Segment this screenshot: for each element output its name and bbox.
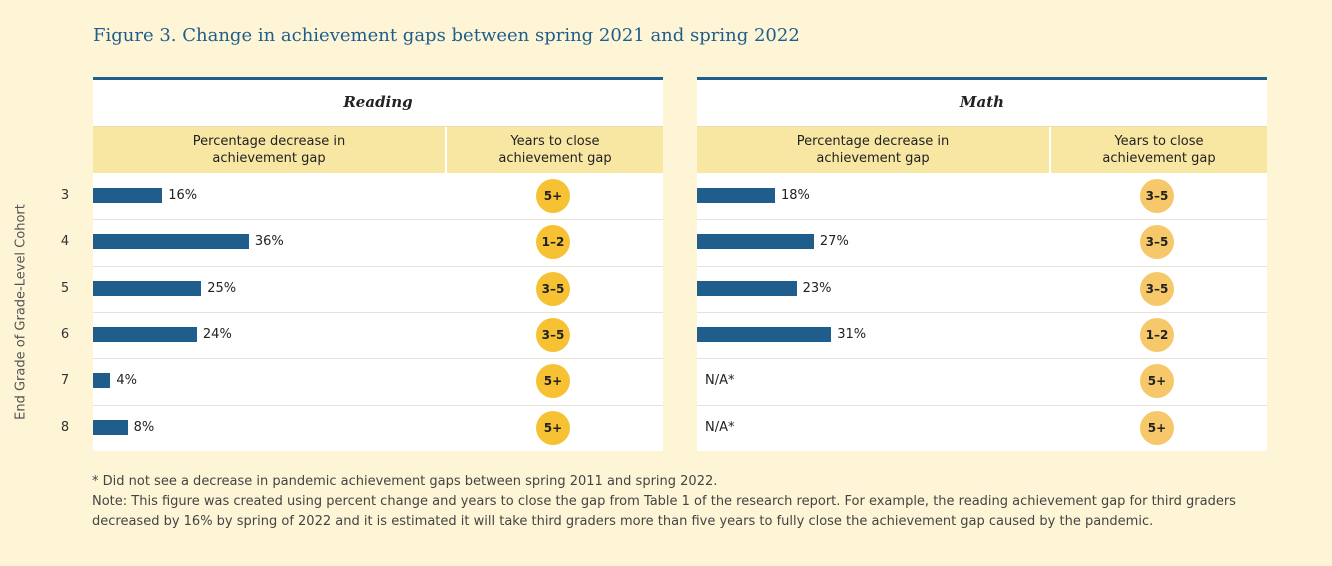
math-years-badge-grade-6: 1–2	[1140, 318, 1174, 353]
grade-label-3: 3	[60, 188, 70, 204]
math-bar-grade-5	[697, 280, 797, 296]
math-bar-grade-6	[697, 327, 832, 343]
reading-row-divider	[93, 311, 663, 313]
reading-value-label-grade-8: 8%	[133, 419, 155, 435]
reading-title: Reading	[343, 93, 413, 111]
grade-label-4: 4	[60, 234, 70, 250]
reading-bar-grade-7	[93, 373, 111, 389]
math-row-divider	[697, 265, 1267, 267]
grade-label-5: 5	[60, 280, 70, 296]
reading-years-badge-grade-4: 1–2	[536, 225, 570, 260]
math-value-label-grade-7: N/A*	[705, 373, 735, 389]
reading-value-label-grade-7: 4%	[116, 373, 137, 389]
reading-bar-grade-4	[93, 234, 249, 250]
reading-row-divider	[93, 404, 663, 406]
math-subheader-divider	[1049, 127, 1051, 173]
reading-header: Reading	[93, 80, 663, 127]
reading-years-badge-grade-6: 3–5	[536, 318, 570, 353]
reading-row-divider	[93, 265, 663, 267]
math-years-header-text: Years to close achievement gap	[1102, 134, 1216, 166]
math-row-divider	[697, 358, 1267, 360]
reading-years-badge-grade-8: 5+	[536, 410, 570, 445]
math-years-badge-grade-8: 5+	[1140, 410, 1174, 445]
reading-body: 16% 5+ 36% 1–2 25% 3–5 24% 3–5 4% 5+ 8% 5+	[93, 173, 663, 451]
math-value-label-grade-3: 18%	[780, 188, 810, 204]
reading-row-divider	[93, 219, 663, 221]
footnotes: * Did not see a decrease in pandemic ach…	[92, 472, 1292, 532]
math-bar-grade-3	[697, 188, 775, 204]
reading-value-label-grade-3: 16%	[168, 188, 198, 204]
reading-bar-grade-8	[93, 419, 128, 435]
reading-bar-grade-6	[93, 327, 197, 343]
math-top-rule	[697, 77, 1267, 80]
reading-panel: Reading Percentage decrease in achieveme…	[93, 77, 663, 452]
math-years-badge-grade-4: 3–5	[1140, 225, 1174, 260]
math-value-label-grade-8: N/A*	[705, 419, 735, 435]
footnote-asterisk: * Did not see a decrease in pandemic ach…	[92, 474, 718, 489]
math-body: 18% 3–5 27% 3–5 23% 3–5 31% 1–2 N/A* 5+ N/A* 5+	[697, 173, 1267, 451]
reading-years-header-text: Years to close achievement gap	[498, 134, 612, 166]
reading-percent-header-text: Percentage decrease in achievement gap	[192, 134, 346, 166]
math-years-badge-grade-3: 3–5	[1140, 179, 1174, 214]
reading-subheader-divider	[445, 127, 447, 173]
reading-percent-header: Percentage decrease in achievement gap	[93, 127, 445, 173]
reading-top-rule	[93, 77, 663, 80]
reading-years-header: Years to close achievement gap	[447, 127, 663, 173]
math-value-label-grade-4: 27%	[819, 234, 849, 250]
math-row-divider	[697, 219, 1267, 221]
figure-title: Figure 3. Change in achievement gaps bet…	[93, 25, 800, 46]
math-value-label-grade-5: 23%	[802, 280, 832, 296]
reading-years-badge-grade-3: 5+	[536, 179, 570, 214]
grade-label-6: 6	[60, 327, 70, 343]
grade-label-7: 7	[60, 373, 70, 389]
grade-label-8: 8	[60, 419, 70, 435]
reading-row-divider	[93, 358, 663, 360]
math-header: Math	[697, 80, 1267, 127]
math-value-label-grade-6: 31%	[837, 327, 867, 343]
reading-value-label-grade-5: 25%	[207, 280, 237, 296]
reading-years-badge-grade-7: 5+	[536, 364, 570, 399]
math-years-header: Years to close achievement gap	[1051, 127, 1267, 173]
y-axis-label: End Grade of Grade-Level Cohort	[13, 204, 29, 420]
math-bar-grade-4	[697, 234, 814, 250]
reading-bar-grade-5	[93, 280, 202, 296]
math-row-divider	[697, 404, 1267, 406]
math-panel: Math Percentage decrease in achievement …	[697, 77, 1267, 452]
math-row-divider	[697, 311, 1267, 313]
reading-value-label-grade-6: 24%	[202, 327, 232, 343]
reading-bar-grade-3	[93, 188, 163, 204]
math-title: Math	[959, 93, 1005, 111]
math-percent-header-text: Percentage decrease in achievement gap	[796, 134, 950, 166]
footnote-note: Note: This figure was created using perc…	[92, 494, 1236, 529]
math-years-badge-grade-5: 3–5	[1140, 271, 1174, 306]
math-years-badge-grade-7: 5+	[1140, 364, 1174, 399]
reading-value-label-grade-4: 36%	[254, 234, 284, 250]
reading-years-badge-grade-5: 3–5	[536, 271, 570, 306]
math-percent-header: Percentage decrease in achievement gap	[697, 127, 1049, 173]
